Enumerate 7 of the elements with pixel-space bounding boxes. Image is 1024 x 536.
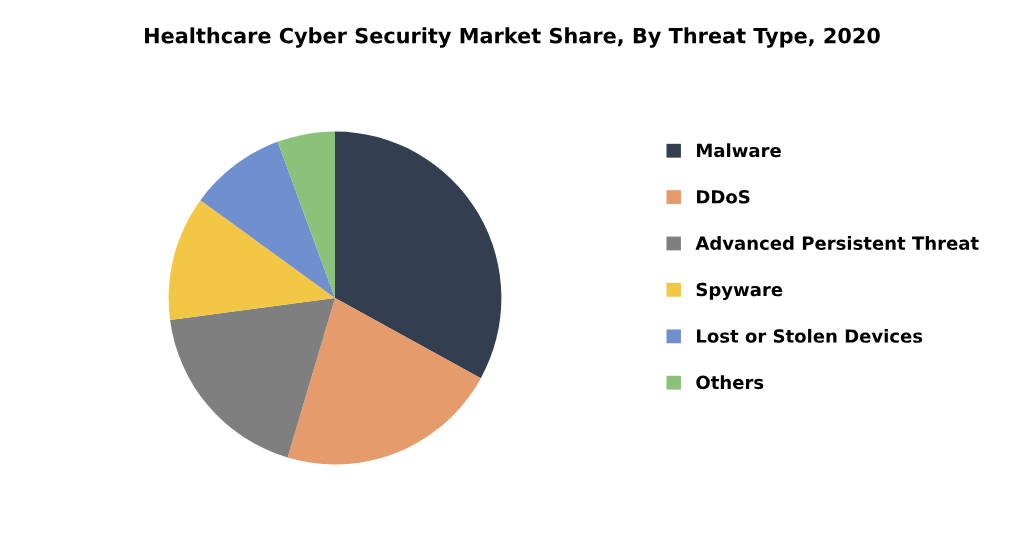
legend-label: Lost or Stolen Devices bbox=[697, 328, 923, 343]
legend-label: Spyware bbox=[696, 282, 783, 300]
legend-label: Others bbox=[696, 375, 764, 390]
legend-label: Advanced Persistent Threat bbox=[695, 236, 979, 250]
legend-label: DDoS bbox=[697, 189, 750, 204]
legend-label: Malware bbox=[697, 143, 781, 158]
chart-title: Healthcare Cyber Security Market Share, By Threat Type, 2020 bbox=[145, 27, 880, 48]
